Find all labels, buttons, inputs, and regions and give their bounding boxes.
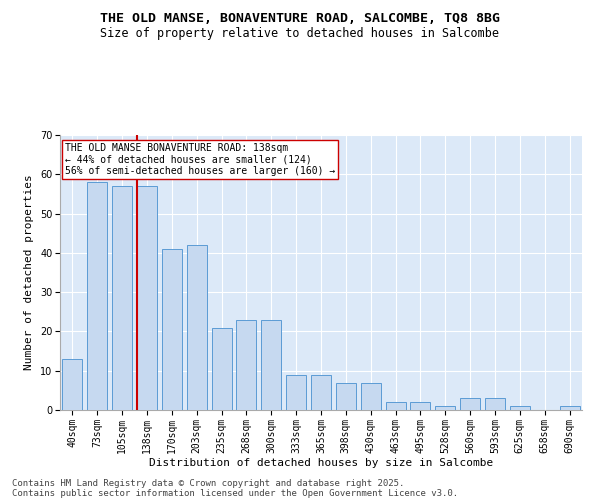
Bar (560, 406, 580, 410)
Text: Contains public sector information licensed under the Open Government Licence v3: Contains public sector information licen… (12, 488, 458, 498)
Bar (88, 182, 107, 410)
Bar (236, 320, 256, 410)
Bar (162, 249, 182, 410)
Bar (311, 374, 331, 410)
Text: Contains HM Land Registry data © Crown copyright and database right 2025.: Contains HM Land Registry data © Crown c… (12, 478, 404, 488)
Text: THE OLD MANSE, BONAVENTURE ROAD, SALCOMBE, TQ8 8BG: THE OLD MANSE, BONAVENTURE ROAD, SALCOMB… (100, 12, 500, 26)
Bar (62, 359, 82, 410)
Bar (410, 402, 430, 410)
Bar (361, 382, 380, 410)
Bar (485, 398, 505, 410)
Bar (212, 328, 232, 410)
Bar (187, 245, 206, 410)
Bar (510, 406, 530, 410)
Bar (436, 406, 455, 410)
Bar (336, 382, 356, 410)
Bar (137, 186, 157, 410)
Y-axis label: Number of detached properties: Number of detached properties (25, 174, 34, 370)
Text: THE OLD MANSE BONAVENTURE ROAD: 138sqm
← 44% of detached houses are smaller (124: THE OLD MANSE BONAVENTURE ROAD: 138sqm ←… (65, 143, 335, 176)
Bar (286, 374, 306, 410)
Bar (386, 402, 406, 410)
Bar (262, 320, 281, 410)
Bar (112, 186, 132, 410)
X-axis label: Distribution of detached houses by size in Salcombe: Distribution of detached houses by size … (149, 458, 493, 468)
Text: Size of property relative to detached houses in Salcombe: Size of property relative to detached ho… (101, 28, 499, 40)
Bar (460, 398, 480, 410)
